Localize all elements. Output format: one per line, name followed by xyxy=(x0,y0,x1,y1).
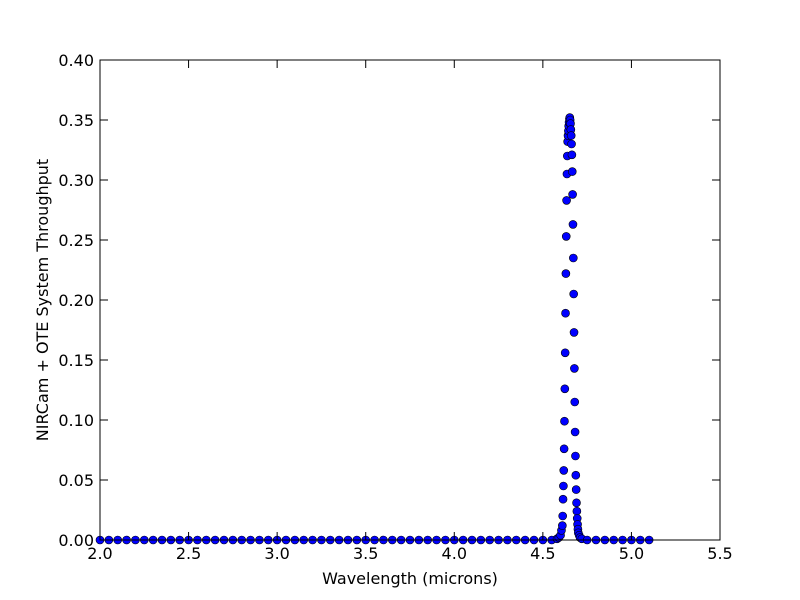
data-point xyxy=(572,498,581,508)
y-tick-label: 0.25 xyxy=(58,231,94,250)
data-point xyxy=(566,131,576,140)
data-point xyxy=(559,481,568,491)
data-point xyxy=(561,269,571,278)
x-tick-label: 5.0 xyxy=(619,544,644,563)
data-point xyxy=(567,139,576,149)
x-tick-label: 3.0 xyxy=(264,544,289,563)
data-point xyxy=(568,190,577,199)
data-point xyxy=(572,506,582,516)
y-tick-label: 0.40 xyxy=(58,51,94,70)
x-axis-label: Wavelength (microns) xyxy=(322,569,498,588)
data-point xyxy=(559,466,569,475)
data-point xyxy=(570,427,580,437)
y-tick-label: 0.15 xyxy=(58,351,94,370)
data-point xyxy=(571,451,580,461)
x-axis-ticks: 2.0 2.5 3.0 3.5 4.0 4.5 5.0 5.5 xyxy=(87,60,733,563)
data-point xyxy=(560,416,569,426)
y-axis-ticks: 0.00 0.05 0.10 0.15 0.20 0.25 0.30 0.35 0.40 xyxy=(58,51,720,550)
data-point xyxy=(569,328,579,337)
data-point xyxy=(569,289,578,299)
y-tick-label: 0.30 xyxy=(58,171,94,190)
data-point xyxy=(568,220,578,229)
data-point xyxy=(560,384,570,394)
data-point xyxy=(559,444,569,454)
y-tick-label: 0.20 xyxy=(58,291,94,310)
data-point xyxy=(561,232,571,241)
x-tick-label: 4.5 xyxy=(530,544,555,563)
data-point xyxy=(558,521,567,530)
data-point xyxy=(567,150,577,160)
x-tick-label: 2.5 xyxy=(176,544,201,563)
x-tick-label: 3.5 xyxy=(353,544,378,563)
y-tick-label: 0.10 xyxy=(58,411,94,430)
y-axis-label: NIRCam + OTE System Throughput xyxy=(33,159,52,441)
x-tick-label: 2.0 xyxy=(87,544,112,563)
x-tick-label: 4.0 xyxy=(442,544,467,563)
data-point xyxy=(560,348,570,358)
y-tick-label: 0.35 xyxy=(58,111,94,130)
data-point xyxy=(558,511,567,521)
data-point xyxy=(570,364,579,373)
data-point xyxy=(561,308,570,318)
data-point xyxy=(570,397,580,407)
data-point xyxy=(562,196,571,205)
y-tick-label: 0.05 xyxy=(58,471,94,490)
data-point xyxy=(567,167,577,176)
data-point xyxy=(558,494,568,504)
data-point xyxy=(571,485,581,494)
data-point xyxy=(571,470,581,480)
data-point xyxy=(569,253,578,263)
y-tick-label: 0.00 xyxy=(58,531,94,550)
x-tick-label: 5.5 xyxy=(707,544,732,563)
